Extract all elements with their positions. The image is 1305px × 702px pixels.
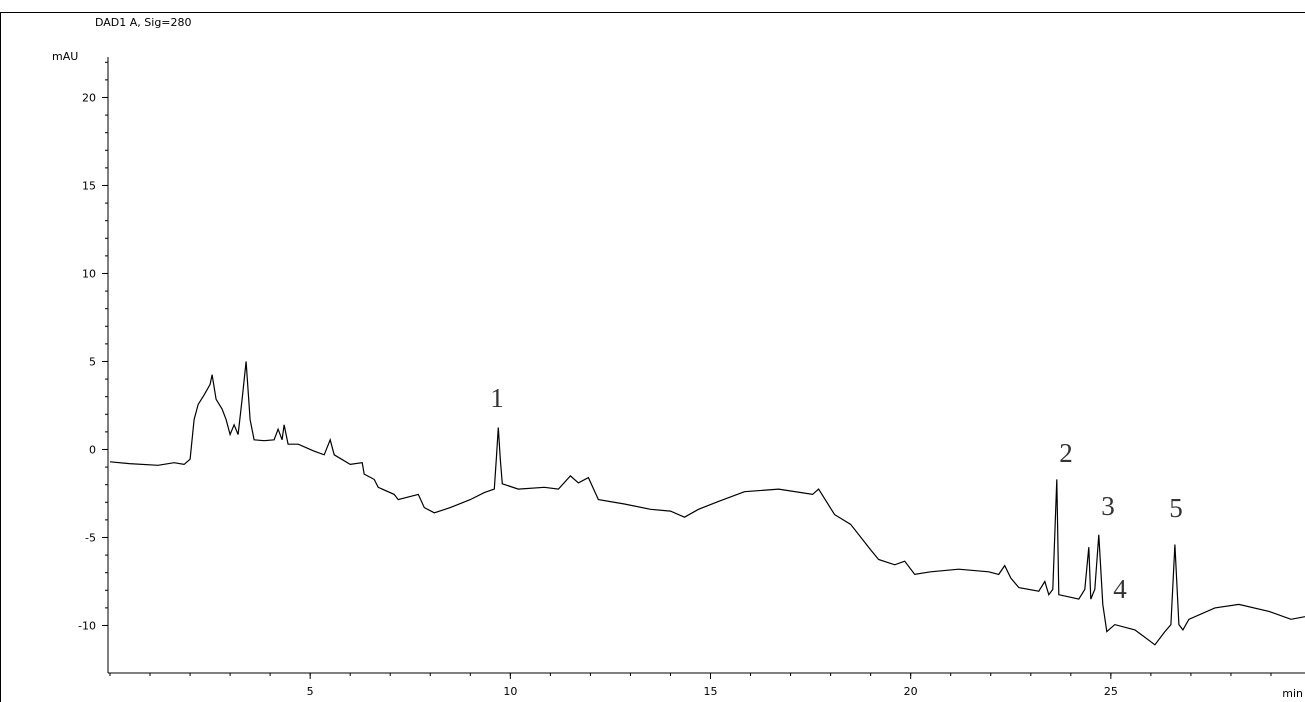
x-tick-label: 25 xyxy=(1104,685,1118,698)
y-tick-label: 15 xyxy=(82,179,96,192)
y-axis-label: mAU xyxy=(52,50,78,63)
peak-label: 1 xyxy=(490,383,504,413)
y-tick-label: 5 xyxy=(89,355,96,368)
y-tick-label: 0 xyxy=(89,443,96,456)
peak-label: 2 xyxy=(1059,438,1073,468)
peak-label: 4 xyxy=(1113,574,1127,604)
x-tick-label: 15 xyxy=(704,685,718,698)
y-tick-label: 10 xyxy=(82,267,96,280)
y-tick-label: -5 xyxy=(85,531,96,544)
y-tick-label: -10 xyxy=(78,619,96,632)
peak-label: 5 xyxy=(1169,493,1183,523)
frame xyxy=(0,12,1305,702)
x-tick-label: 10 xyxy=(503,685,517,698)
trace xyxy=(109,361,1305,646)
y-tick-label: 20 xyxy=(82,91,96,104)
x-tick-label: 5 xyxy=(307,685,314,698)
x-tick-label: 20 xyxy=(904,685,918,698)
chart-title: DAD1 A, Sig=280 xyxy=(95,16,192,29)
x-axis-label: min xyxy=(1282,687,1303,700)
peak-label: 3 xyxy=(1101,491,1115,521)
